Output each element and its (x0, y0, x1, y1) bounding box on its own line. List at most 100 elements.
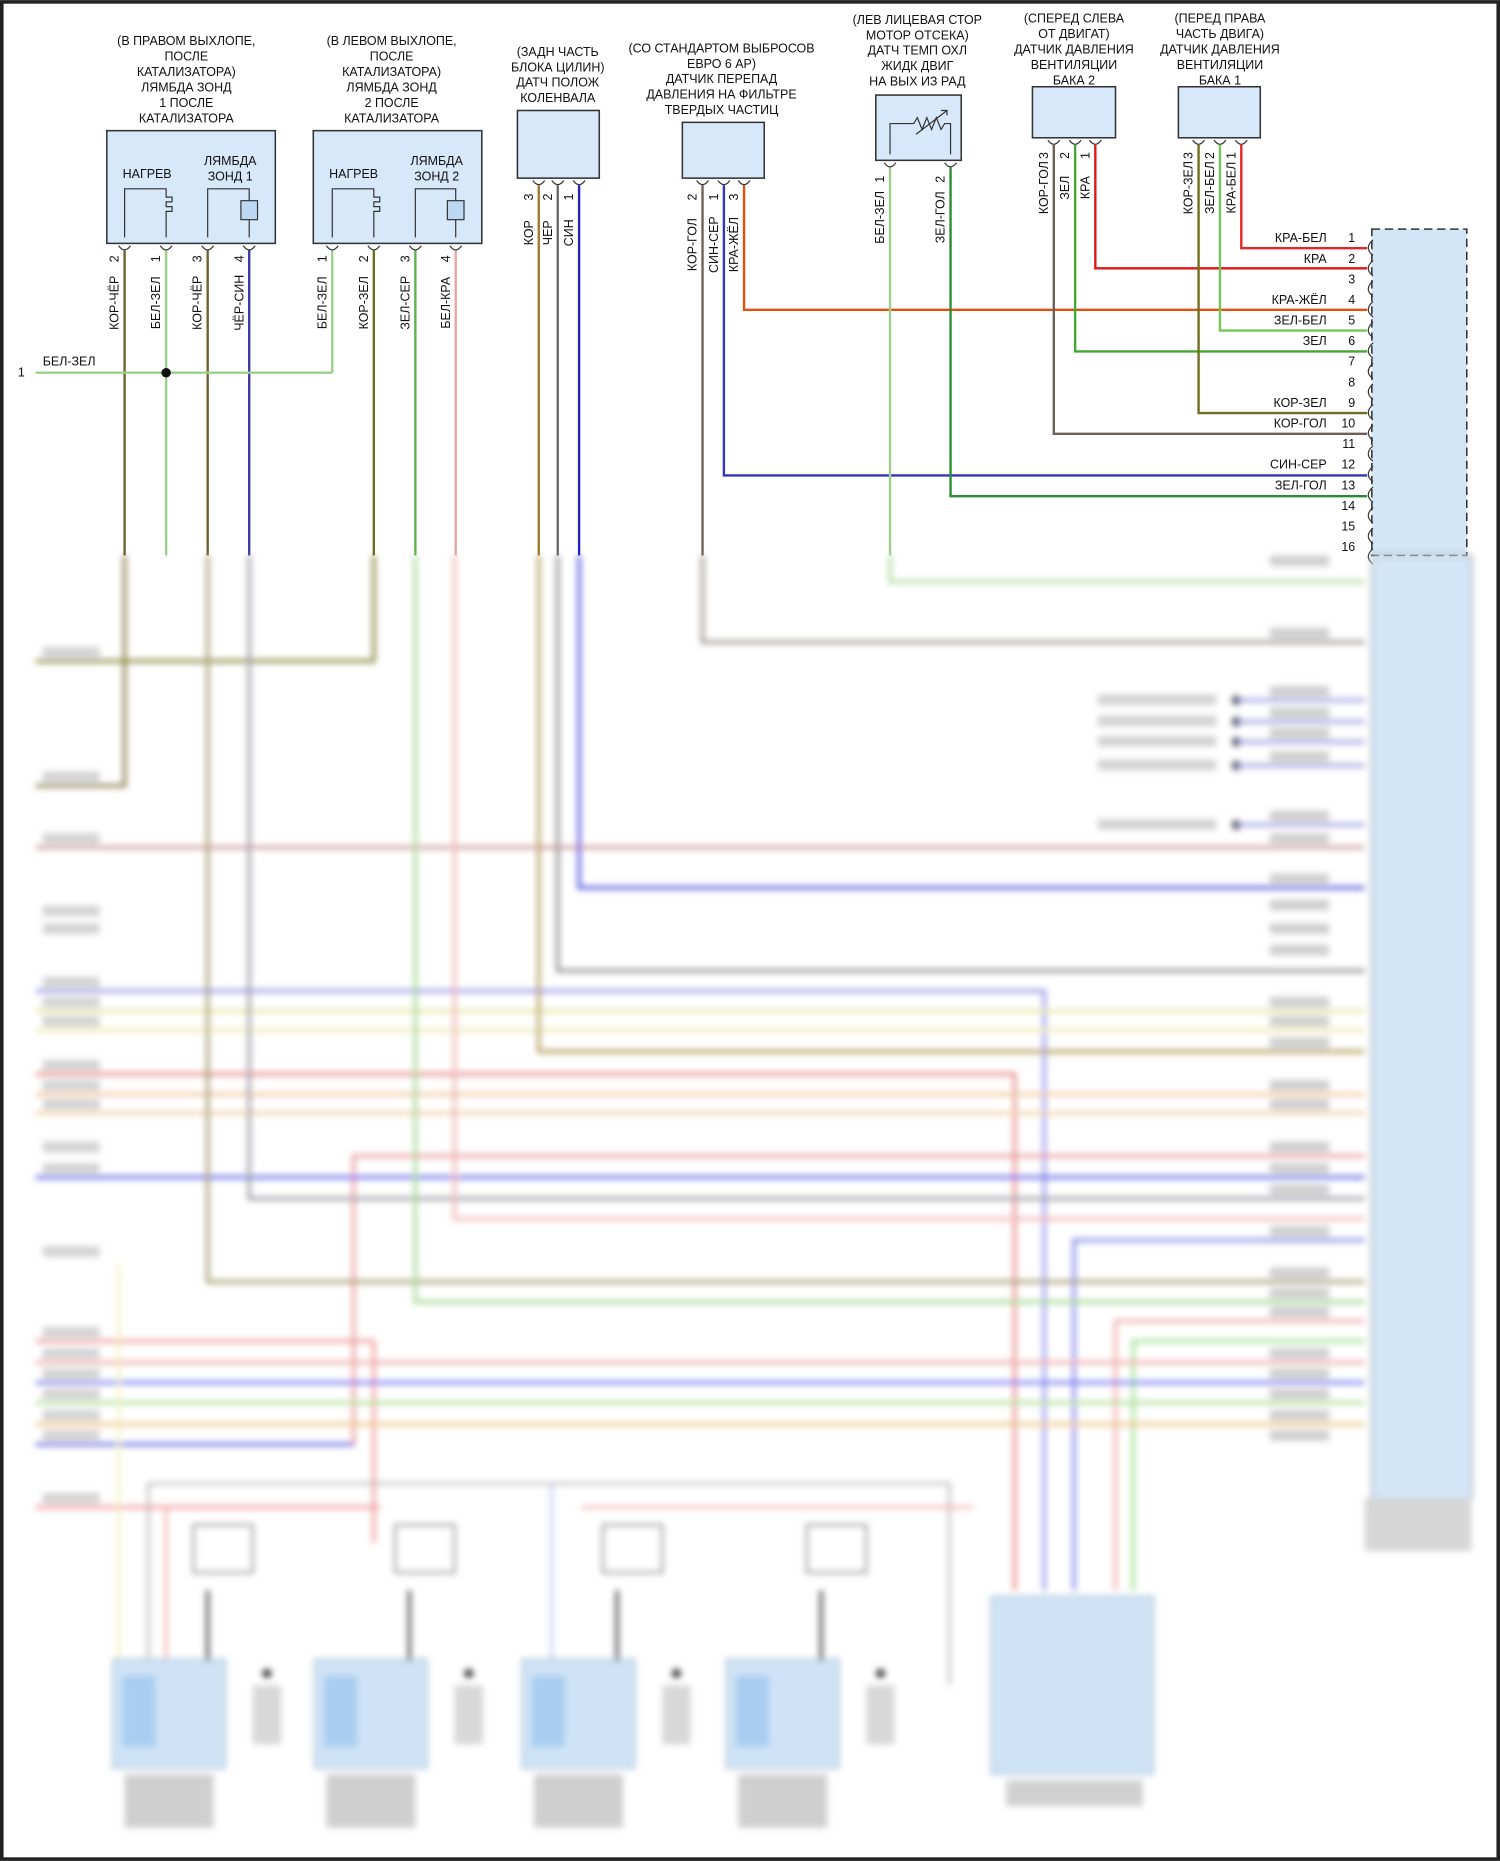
ecu-wire-label: ЗЕЛ-БЕЛ (1274, 314, 1327, 328)
blurred-component (323, 1675, 358, 1747)
connector-title: (СО СТАНДАРТОМ ВЫБРОСОВ (628, 41, 814, 55)
wire-label: КРА-БЕЛ (1224, 162, 1238, 214)
blurred-wire (700, 555, 1365, 644)
blurred-label (1269, 1099, 1330, 1110)
blurred-label (42, 1141, 100, 1153)
pin-number: 1 (315, 255, 329, 262)
sensor-element-icon (446, 200, 465, 221)
blurred-ground-icon (464, 1668, 474, 1679)
connector-title: КОЛЕНВАЛА (520, 91, 596, 105)
pin-terminal-icon (737, 180, 751, 186)
ecu-pin-number: 7 (1348, 355, 1355, 369)
ecu-pin-terminal-icon (1367, 404, 1374, 421)
pin-number: 3 (1037, 152, 1051, 159)
wire-label: ЗЕЛ-СЕР (398, 276, 412, 330)
wire-label: ЗЕЛ-БЕЛ (1203, 161, 1217, 214)
pin-terminal-icon (201, 245, 215, 251)
sensor-label: ЛЯМБДА (410, 154, 463, 168)
ecu-pin-number: 5 (1348, 314, 1355, 328)
heater-element-icon (124, 188, 173, 238)
pin-number: 1 (149, 255, 163, 262)
blurred-label (42, 1388, 100, 1400)
connector-title: КАТАЛИЗАТОРА (139, 111, 235, 125)
connector-title: ДАТЧИК ДАВЛЕНИЯ (1014, 43, 1134, 57)
blurred-caption (252, 1685, 282, 1745)
pin-terminal-icon (1047, 139, 1061, 145)
blurred-wire (147, 1482, 951, 1686)
blurred-label (1269, 1141, 1330, 1153)
connector-body (681, 121, 766, 179)
pin-terminal-icon (572, 180, 586, 186)
connector-title: КАТАЛИЗАТОРА) (342, 65, 441, 79)
wire-label: КОР-ЧЁР (191, 276, 205, 330)
blurred-label (1097, 715, 1217, 727)
ecu-pin-terminal-icon (1367, 527, 1374, 544)
blurred-component (735, 1675, 769, 1747)
ecu-pin-number: 2 (1348, 252, 1355, 266)
sensor-label: ЗОНД 1 (208, 170, 253, 184)
connector-title: ДАТЧ ТЕМП ОХЛ (868, 44, 967, 58)
blurred-label (1269, 1306, 1330, 1318)
connector-title: (СПЕРЕД СЛЕВА (1024, 12, 1125, 26)
blurred-label (1269, 751, 1330, 762)
blurred-wire (888, 555, 1365, 584)
ecu-pin-terminal-icon (1367, 280, 1374, 297)
blurred-label (1269, 1015, 1330, 1027)
wire-1 (1218, 144, 1368, 332)
sensor-element-icon (240, 200, 259, 221)
pin-number: 2 (1203, 152, 1217, 159)
blurred-wire (1072, 1238, 1365, 1591)
pin-terminal-icon (367, 245, 381, 251)
blurred-caption (866, 1685, 895, 1745)
connector-title: ПОСЛЕ (164, 50, 208, 64)
blurred-component (122, 1675, 156, 1747)
blurred-wire (35, 1072, 1017, 1591)
pin-terminal-icon (449, 245, 463, 251)
blurred-label (42, 833, 100, 844)
blurred-label (1269, 1287, 1330, 1299)
connector-body (1031, 85, 1117, 139)
connector-title: КАТАЛИЗАТОРА (344, 111, 440, 125)
blurred-wire (536, 555, 1365, 1054)
connector-title: ЖИДК ДВИГ (881, 59, 953, 73)
pin-number: 2 (357, 255, 371, 262)
ecu-pin-number: 6 (1348, 334, 1355, 348)
pin-terminal-icon (1213, 139, 1227, 145)
ecu-pin-number: 12 (1341, 458, 1355, 472)
blurred-label (1269, 1409, 1330, 1421)
connector-title: 1 ПОСЛЕ (159, 96, 213, 110)
ecu-pin-terminal-icon (1367, 445, 1374, 462)
wire-label: КОР-ГОЛ (686, 218, 700, 271)
blurred-label (1269, 873, 1330, 885)
connector-title: (В ЛЕВОМ ВЫХЛОПЕ, (327, 34, 457, 48)
ecu-pin-terminal-icon (1367, 465, 1374, 483)
blurred-label (1269, 1184, 1330, 1196)
blurred-label (1269, 1037, 1330, 1048)
blurred-label (42, 1015, 100, 1027)
ecu-pin-terminal-icon (1367, 239, 1374, 256)
connector-title: ДАВЛЕНИЯ НА ФИЛЬТРЕ (646, 88, 796, 102)
blurred-caption (738, 1774, 828, 1828)
blurred-label (42, 1080, 100, 1091)
diagram-blurred-area (35, 554, 1473, 1828)
pin-number: 1 (873, 176, 887, 183)
ecu-wire-label: КОР-ГОЛ (1274, 417, 1327, 431)
blurred-ground-icon (262, 1668, 272, 1679)
pin-terminal-icon (242, 245, 256, 251)
blurred-label (42, 1246, 100, 1257)
wire-1 (1073, 144, 1368, 353)
ecu-wire-label: ЗЕЛ (1303, 334, 1327, 348)
blurred-label (42, 1099, 100, 1110)
blurred-label (1269, 1080, 1330, 1091)
blurred-wire (452, 555, 1365, 1221)
ecu-wire-label: КРА-ЖЁЛ (1272, 293, 1327, 307)
ecu-pin-number: 8 (1348, 375, 1355, 389)
wire-2 (742, 185, 1368, 312)
heater-label: НАГРЕВ (329, 167, 378, 181)
connector-title: БАКА 2 (1053, 73, 1095, 87)
connector-title: ДАТЧИК ДАВЛЕНИЯ (1160, 43, 1280, 57)
pin-number: 1 (562, 193, 576, 200)
blurred-wire (555, 555, 1365, 973)
